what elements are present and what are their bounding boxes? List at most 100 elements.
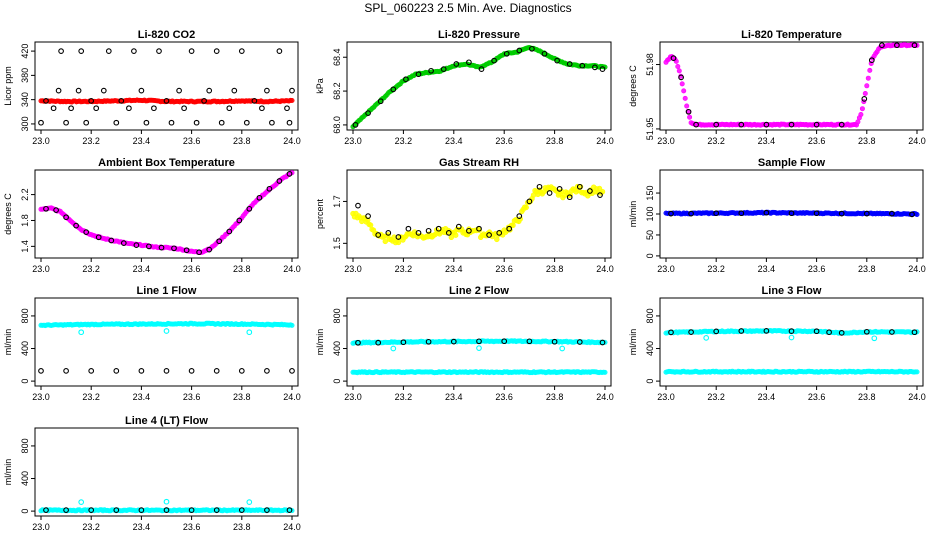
data-point <box>668 329 674 336</box>
data-point <box>163 507 170 513</box>
data-point <box>838 210 845 217</box>
x-tick-label: 23.8 <box>233 136 251 146</box>
x-tick-label: 23.8 <box>546 264 564 274</box>
data-point <box>238 48 245 54</box>
x-tick-label: 23.6 <box>495 264 513 274</box>
data-point <box>526 338 533 345</box>
data-point <box>415 230 422 236</box>
data-point <box>738 210 745 217</box>
data-point <box>286 171 293 177</box>
series-line3-upper-outliers <box>703 334 878 342</box>
data-point <box>453 61 460 67</box>
data-point <box>246 205 253 212</box>
data-point <box>138 507 145 513</box>
data-point <box>100 87 107 94</box>
data-point <box>602 369 608 375</box>
y-tick-label: 0 <box>20 509 30 514</box>
data-point <box>675 64 681 70</box>
data-point <box>476 225 482 232</box>
plot-frame <box>34 427 299 517</box>
data-point <box>390 86 397 93</box>
chart-title: Line 3 Flow <box>762 285 822 297</box>
data-point <box>435 225 442 232</box>
x-tick-label: 23.0 <box>32 136 50 146</box>
data-point <box>269 119 275 126</box>
data-point <box>231 87 238 94</box>
data-point <box>238 368 245 374</box>
data-point <box>476 338 482 345</box>
data-point <box>183 247 190 254</box>
data-point <box>566 61 573 67</box>
data-point <box>213 507 220 513</box>
x-tick-label: 24.0 <box>283 522 301 532</box>
data-point <box>863 328 870 335</box>
data-point <box>196 249 202 256</box>
x-tick-label: 24.0 <box>283 136 301 146</box>
x-tick-label: 23.2 <box>395 136 413 146</box>
data-point <box>113 119 120 126</box>
y-tick-label: 800 <box>20 438 30 453</box>
data-point <box>246 329 253 336</box>
x-tick-label: 23.0 <box>344 136 362 146</box>
data-point <box>688 210 694 217</box>
data-point <box>171 245 177 252</box>
chart-title: Line 4 (LT) Flow <box>125 415 208 427</box>
data-point <box>496 230 503 236</box>
chart-line1-flow: Line 1 Flow ml/min 23.0 23.2 23.4 23.6 23.8 24.… <box>3 285 301 402</box>
data-point <box>289 98 295 104</box>
x-tick-label: 23.8 <box>546 392 564 402</box>
y-tick-label: 51.98 <box>645 53 655 76</box>
series-rh-avg <box>355 183 603 240</box>
data-point <box>163 368 170 374</box>
y-tick-label: 50 <box>645 230 655 240</box>
data-point <box>713 121 720 128</box>
x-tick-label: 23.4 <box>445 392 463 402</box>
series-line2-lower <box>350 369 608 376</box>
chart-title: Gas Stream RH <box>439 157 519 169</box>
x-tick-label: 23.4 <box>133 522 151 532</box>
data-point <box>466 227 472 234</box>
data-point <box>395 239 402 246</box>
data-point <box>238 507 245 513</box>
data-point <box>889 329 895 335</box>
x-tick-label: 23.0 <box>657 264 675 274</box>
series-line4-base <box>38 507 295 514</box>
data-point <box>738 328 745 334</box>
x-tick-label: 23.4 <box>445 136 463 146</box>
y-axis-label: degrees C <box>628 65 638 107</box>
data-point <box>385 230 392 236</box>
plot-frame <box>346 297 612 387</box>
data-point <box>138 368 145 374</box>
data-point <box>43 507 49 513</box>
data-point <box>453 232 459 238</box>
data-point <box>151 105 157 112</box>
data-point <box>83 229 90 235</box>
data-point <box>506 225 513 232</box>
x-tick-label: 23.4 <box>758 392 776 402</box>
y-axis-label: ml/min <box>3 329 13 356</box>
data-point <box>867 67 873 73</box>
data-point <box>738 121 745 128</box>
data-point <box>382 238 388 245</box>
data-point <box>838 330 845 336</box>
data-point <box>405 225 412 232</box>
data-point <box>365 110 371 116</box>
series-pressure-avg <box>352 45 606 128</box>
x-tick-label: 23.8 <box>233 264 251 274</box>
data-point <box>289 368 295 374</box>
data-point <box>450 338 457 345</box>
y-tick-label: 1.5 <box>332 237 342 250</box>
data-point <box>763 121 770 128</box>
y-tick-label: 400 <box>332 341 342 356</box>
data-point <box>813 210 820 217</box>
y-tick-label: 300 <box>20 116 30 131</box>
data-point <box>78 329 85 336</box>
y-tick-label: 0 <box>20 379 30 384</box>
series-ambient-temp-line <box>38 170 295 256</box>
data-point <box>55 87 62 94</box>
data-point <box>213 368 220 374</box>
chart-line3-flow: Line 3 Flow ml/min 23.0 23.2 23.4 23.6 23.8 24.… <box>628 285 926 402</box>
x-tick-label: 23.2 <box>82 392 100 402</box>
x-tick-label: 23.0 <box>32 392 50 402</box>
data-point <box>466 59 472 66</box>
